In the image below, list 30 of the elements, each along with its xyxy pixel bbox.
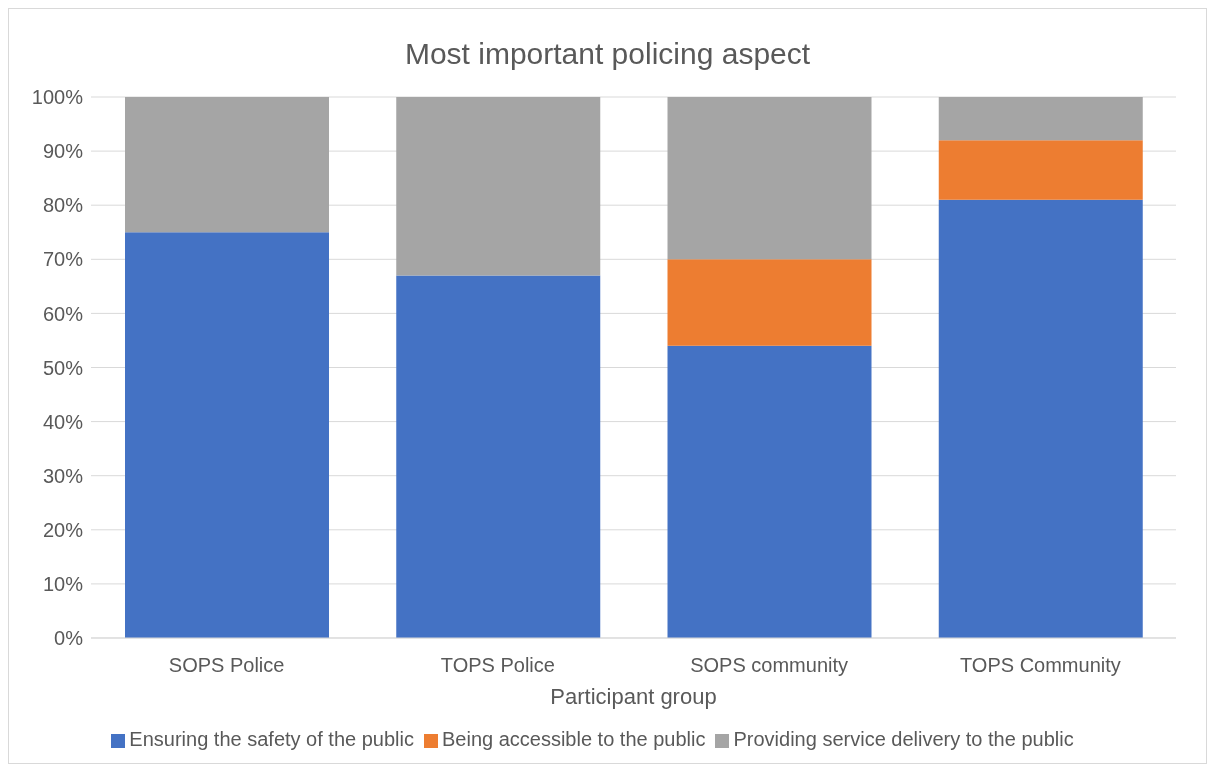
y-tick-label: 60% <box>42 302 84 325</box>
y-tick-label: 30% <box>42 464 84 487</box>
bar <box>938 199 1143 638</box>
bar <box>125 97 329 233</box>
bar <box>396 275 601 638</box>
y-tick-label: 50% <box>42 356 84 379</box>
bar <box>667 259 872 346</box>
legend-label: Providing service delivery to the public <box>733 728 1074 750</box>
y-tick-label: 20% <box>42 518 84 541</box>
x-axis-title: Participant group <box>550 684 717 709</box>
y-tick-label: 90% <box>42 140 84 163</box>
bar <box>125 232 329 638</box>
x-tick-label: TOPS Community <box>959 654 1121 677</box>
y-tick-label: 0% <box>54 627 84 650</box>
legend-label: Ensuring the safety of the public <box>129 728 414 750</box>
bar <box>938 97 1143 141</box>
y-tick-label: 80% <box>42 194 84 217</box>
x-tick-label: SOPS community <box>690 654 849 677</box>
x-tick-label: SOPS Police <box>168 654 285 677</box>
y-tick-label: 10% <box>42 573 84 595</box>
y-tick-label: 40% <box>42 410 84 433</box>
bar <box>667 345 872 638</box>
y-tick-label: 100% <box>31 86 84 109</box>
bar <box>667 97 872 260</box>
chart-title: Most important policing aspect <box>403 36 812 72</box>
bar <box>938 140 1143 200</box>
bar <box>396 97 601 276</box>
legend-label: Being accessible to the public <box>441 728 706 750</box>
x-tick-label: TOPS Police <box>440 654 555 677</box>
y-tick-label: 70% <box>42 248 84 271</box>
